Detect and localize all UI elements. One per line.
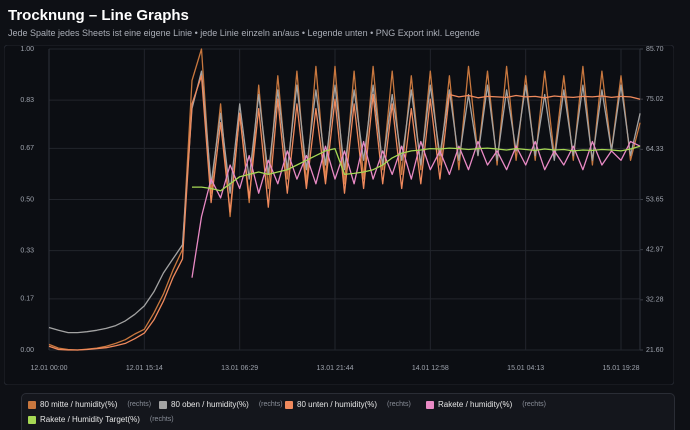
- plot-panel: [4, 45, 674, 385]
- x-tick-label: 13.01 06:29: [221, 365, 258, 372]
- legend-item[interactable]: 80 unten / humidity(%) (rechts): [285, 400, 411, 409]
- legend-axis-tag: (rechts): [258, 401, 283, 408]
- x-tick-label: 12.01 15:14: [126, 365, 163, 372]
- legend-item[interactable]: 80 mitte / humidity(%) (rechts): [28, 400, 151, 409]
- x-tick-label: 12.01 00:00: [31, 365, 68, 372]
- y-tick-label: 0.83: [20, 97, 34, 104]
- y-tick-label: 0.00: [20, 347, 34, 354]
- y2-tick-label: 53.65: [646, 196, 664, 203]
- legend-axis-tag: (rechts): [127, 401, 152, 408]
- series-line: [48, 48, 641, 351]
- legend-swatch: [28, 400, 36, 409]
- y2-tick-label: 85.70: [646, 46, 664, 53]
- legend-label: Rakete / Humidity Target(%): [40, 415, 140, 424]
- legend-item[interactable]: 80 oben / humidity(%) (rechts): [159, 400, 283, 409]
- legend-label: Rakete / humidity(%): [438, 400, 513, 409]
- legend-axis-tag: (rechts): [522, 401, 546, 408]
- y2-tick-label: 42.97: [646, 246, 664, 253]
- series-line: [48, 70, 641, 334]
- legend-label: 80 oben / humidity(%): [171, 400, 249, 409]
- legend-swatch: [159, 400, 167, 409]
- legend-item[interactable]: Rakete / Humidity Target(%) (rechts): [28, 415, 174, 424]
- chart: 0.00 0.17 0.33 0.50 0.67 0.83 1.00 21.60 32.28 42…: [4, 45, 674, 385]
- series-line: [48, 75, 641, 351]
- x-tick-label: 15.01 19:28: [603, 365, 640, 372]
- legend-axis-tag: (rechts): [387, 401, 411, 408]
- series-line: [192, 145, 641, 192]
- legend-label: 80 unten / humidity(%): [297, 400, 378, 409]
- legend-swatch: [28, 415, 36, 424]
- legend-item[interactable]: Rakete / humidity(%) (rechts): [426, 400, 546, 409]
- legend-label: 80 mitte / humidity(%): [40, 400, 118, 409]
- legend-axis-tag: (rechts): [149, 416, 174, 423]
- y2-tick-label: 32.28: [646, 297, 664, 304]
- y-tick-label: 1.00: [20, 46, 34, 53]
- y-tick-label: 0.50: [20, 196, 34, 203]
- series-line: [191, 140, 641, 278]
- x-tick-label: 14.01 12:58: [412, 365, 449, 372]
- y-tick-label: 0.17: [20, 296, 34, 303]
- x-tick-label: 13.01 21:44: [317, 365, 354, 372]
- legend: 80 mitte / humidity(%) (rechts) 80 oben / …: [21, 393, 675, 430]
- y2-tick-label: 21.60: [646, 347, 664, 354]
- x-tick-label: 15.01 04:13: [507, 365, 544, 372]
- y2-tick-label: 75.02: [646, 96, 664, 103]
- legend-swatch: [426, 400, 434, 409]
- y2-tick-label: 64.33: [646, 146, 664, 153]
- y-tick-label: 0.67: [20, 145, 34, 152]
- subtitle: Jede Spalte jedes Sheets ist eine eigene…: [8, 28, 480, 38]
- title: Trocknung – Line Graphs: [8, 7, 189, 24]
- y-tick-label: 0.33: [20, 248, 34, 255]
- legend-swatch: [285, 400, 293, 409]
